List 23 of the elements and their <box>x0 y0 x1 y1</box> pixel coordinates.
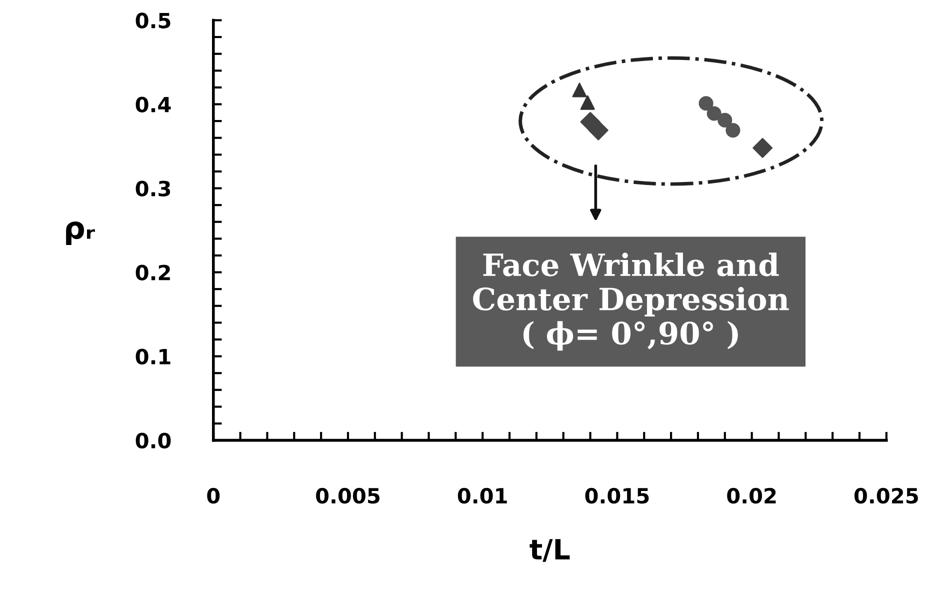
y-tick-label: 0.3 <box>136 180 170 196</box>
point <box>718 112 732 128</box>
x-tick-label: 0.01 <box>458 488 507 504</box>
point <box>580 95 595 110</box>
point <box>752 138 773 158</box>
x-tick-label: 0.015 <box>585 488 649 504</box>
point <box>698 96 714 111</box>
y-tick-label: 0.1 <box>136 348 170 364</box>
y-axis-title: ρᵣ <box>66 222 95 246</box>
point <box>706 106 722 121</box>
y-tick-label: 0.5 <box>136 12 170 28</box>
y-tick-label: 0.4 <box>136 96 171 112</box>
point <box>588 120 608 140</box>
x-tick-label: 0.025 <box>854 488 918 504</box>
x-axis-title: t/L <box>530 539 570 562</box>
y-tick-label: 0.0 <box>136 432 171 449</box>
x-tick-label: 0.005 <box>316 488 380 504</box>
y-tick-label: 0.2 <box>136 264 170 280</box>
point <box>572 82 587 98</box>
x-tick-label: 0.02 <box>727 488 776 504</box>
x-tick-label: 0 <box>207 488 220 504</box>
annotation: Face Wrinkle and Center Depression ( ϕ= 0°,90° ) <box>473 252 789 351</box>
point <box>726 123 740 138</box>
